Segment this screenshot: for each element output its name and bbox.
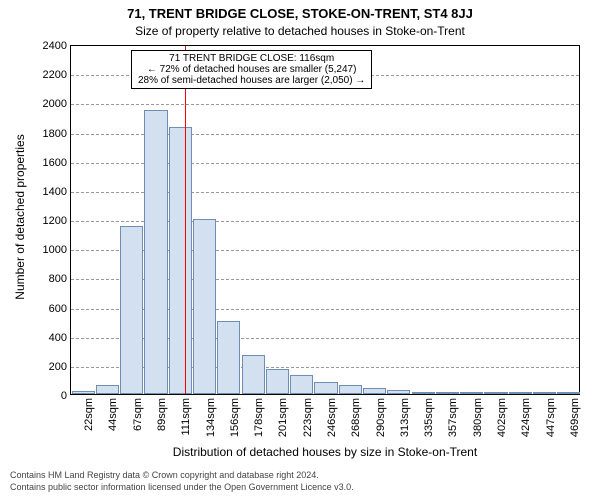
y-tick-label: 1600: [43, 157, 67, 169]
x-tick-label: 424sqm: [520, 398, 532, 437]
histogram-bar: [484, 392, 507, 394]
x-tick-label: 44sqm: [107, 398, 119, 431]
y-tick-label: 2000: [43, 98, 67, 110]
x-tick-label: 357sqm: [447, 398, 459, 437]
x-tick-label: 246sqm: [326, 398, 338, 437]
histogram-bar: [339, 385, 362, 394]
plot-area: 0200400600800100012001400160018002000220…: [70, 45, 580, 395]
y-tick-label: 200: [49, 361, 67, 373]
x-tick-label: 111sqm: [180, 398, 192, 436]
histogram-bar: [144, 110, 167, 394]
histogram-bar: [436, 392, 459, 394]
y-tick-label: 400: [49, 332, 67, 344]
histogram-bar: [412, 392, 435, 394]
y-tick-label: 0: [61, 390, 67, 402]
footer-line-2: Contains public sector information licen…: [10, 482, 354, 492]
histogram-bar: [314, 382, 337, 394]
x-tick-label: 335sqm: [423, 398, 435, 437]
y-tick-label: 1200: [43, 215, 67, 227]
annotation-line: 71 TRENT BRIDGE CLOSE: 116sqm: [138, 53, 365, 64]
x-tick-label: 201sqm: [277, 398, 289, 437]
histogram-bar: [242, 355, 265, 394]
footer-line-1: Contains HM Land Registry data © Crown c…: [10, 470, 319, 480]
chart-title: 71, TRENT BRIDGE CLOSE, STOKE-ON-TRENT, …: [0, 6, 600, 21]
x-tick-label: 447sqm: [545, 398, 557, 437]
x-tick-label: 67sqm: [132, 398, 144, 431]
x-tick-label: 313sqm: [399, 398, 411, 437]
x-tick-label: 134sqm: [205, 398, 217, 437]
histogram-bar: [193, 219, 216, 394]
x-tick-label: 290sqm: [375, 398, 387, 437]
x-axis-label: Distribution of detached houses by size …: [70, 445, 580, 459]
histogram-bar: [169, 127, 192, 394]
x-tick-label: 268sqm: [350, 398, 362, 437]
x-tick-label: 380sqm: [472, 398, 484, 437]
x-tick-label: 178sqm: [253, 398, 265, 437]
histogram-bar: [266, 369, 289, 394]
histogram-bar: [290, 375, 313, 394]
annotation-box: 71 TRENT BRIDGE CLOSE: 116sqm← 72% of de…: [131, 50, 372, 89]
histogram-bar: [363, 388, 386, 394]
chart-subtitle: Size of property relative to detached ho…: [0, 24, 600, 38]
y-tick-label: 1000: [43, 244, 67, 256]
histogram-bar: [96, 385, 119, 394]
reference-line: [185, 46, 186, 394]
x-tick-label: 22sqm: [83, 398, 95, 431]
x-tick-label: 469sqm: [569, 398, 581, 437]
histogram-bar: [120, 226, 143, 394]
grid-line: [71, 104, 579, 105]
y-axis-label: Number of detached properties: [13, 107, 27, 327]
histogram-bar: [387, 390, 410, 394]
x-tick-label: 223sqm: [302, 398, 314, 437]
y-tick-label: 2200: [43, 69, 67, 81]
y-tick-label: 1800: [43, 128, 67, 140]
histogram-bar: [217, 321, 240, 394]
histogram-bar: [557, 392, 580, 394]
x-tick-label: 156sqm: [229, 398, 241, 437]
annotation-line: ← 72% of detached houses are smaller (5,…: [138, 64, 365, 75]
histogram-bar: [533, 392, 556, 394]
y-tick-label: 600: [49, 303, 67, 315]
y-tick-label: 1400: [43, 186, 67, 198]
histogram-bar: [72, 391, 95, 394]
histogram-bar: [509, 392, 532, 394]
x-tick-label: 89sqm: [156, 398, 168, 431]
x-tick-label: 402sqm: [496, 398, 508, 437]
y-tick-label: 2400: [43, 40, 67, 52]
y-tick-label: 800: [49, 273, 67, 285]
histogram-bar: [460, 392, 483, 394]
annotation-line: 28% of semi-detached houses are larger (…: [138, 75, 365, 86]
